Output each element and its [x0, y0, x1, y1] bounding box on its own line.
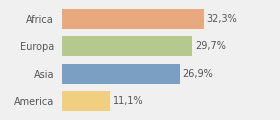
Text: 11,1%: 11,1% [113, 96, 144, 106]
Text: 32,3%: 32,3% [206, 14, 237, 24]
Text: 26,9%: 26,9% [183, 69, 213, 79]
Bar [62, 91, 110, 111]
Bar [62, 9, 204, 29]
Bar [62, 36, 192, 56]
Text: 29,7%: 29,7% [195, 41, 226, 51]
Bar [62, 64, 180, 84]
